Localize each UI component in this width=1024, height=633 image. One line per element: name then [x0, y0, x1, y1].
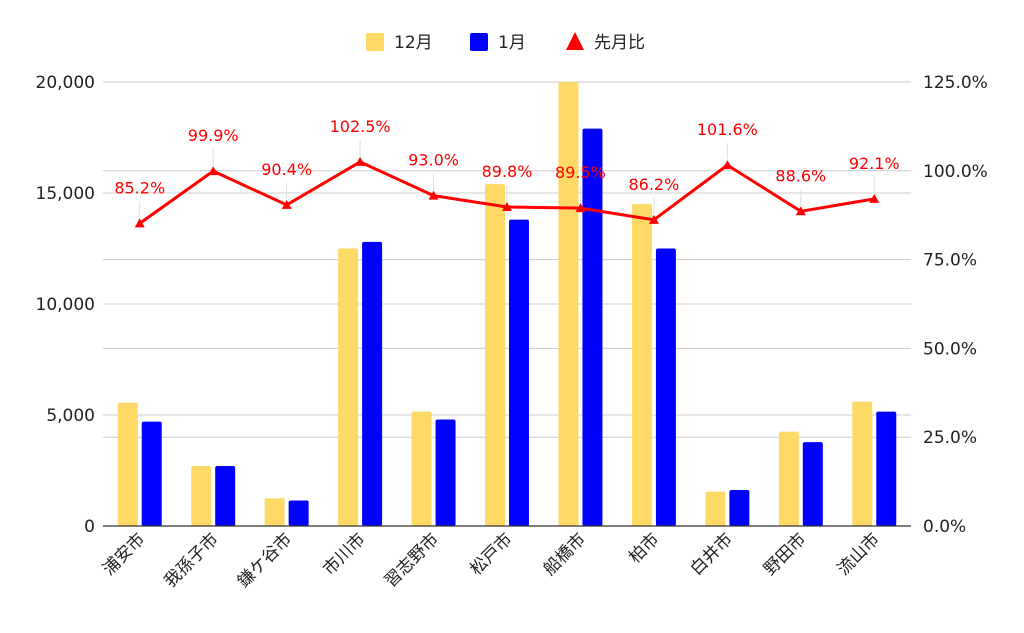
x-tick-label: 浦安市: [99, 529, 149, 579]
bar: [852, 401, 873, 526]
bar: [117, 402, 138, 526]
y-left-tick-label: 20,000: [36, 73, 95, 93]
legend-label: 1月: [498, 33, 526, 53]
bar: [338, 248, 359, 526]
data-label: 86.2%: [628, 175, 679, 194]
y-right-tick-label: 25.0%: [923, 428, 977, 448]
y-right-tick-label: 100.0%: [923, 162, 988, 182]
bar: [778, 431, 799, 526]
data-label: 89.5%: [555, 163, 606, 182]
y-right-tick-label: 125.0%: [923, 73, 988, 93]
line-point: [134, 218, 145, 228]
data-label: 101.6%: [697, 120, 758, 139]
data-label: 92.1%: [849, 154, 900, 173]
x-tick-label: 船橋市: [540, 529, 590, 579]
data-label: 90.4%: [261, 160, 312, 179]
bar: [264, 498, 285, 526]
bar: [582, 128, 603, 526]
line-point: [208, 166, 219, 176]
y-right-tick-label: 75.0%: [923, 251, 977, 271]
line-point: [355, 156, 366, 166]
y-right-tick-label: 0.0%: [923, 517, 966, 537]
legend-swatch: [470, 33, 488, 51]
bar: [802, 442, 823, 526]
data-label: 99.9%: [188, 126, 239, 145]
bar: [485, 184, 505, 526]
line-point: [281, 199, 292, 209]
bar: [288, 500, 309, 526]
x-tick-label: 松戸市: [466, 529, 516, 579]
line-point: [502, 202, 512, 212]
legend-label: 12月: [394, 33, 433, 53]
data-label: 89.8%: [482, 162, 533, 181]
legend-swatch: [566, 32, 584, 50]
bar: [705, 491, 726, 526]
x-tick-label: 鎌ケ谷市: [234, 529, 296, 591]
bar: [435, 419, 456, 526]
bar: [362, 241, 383, 526]
y-left-tick-label: 15,000: [36, 184, 95, 204]
bar: [631, 204, 652, 526]
line-point: [869, 193, 880, 203]
bar: [558, 82, 579, 526]
bar: [141, 421, 162, 526]
bar: [215, 466, 236, 526]
x-tick-label: 流山市: [834, 529, 884, 579]
x-tick-label: 白井市: [687, 529, 737, 579]
x-tick-label: 野田市: [760, 529, 810, 579]
x-tick-label: 我孫子市: [160, 529, 222, 591]
legend-swatch: [366, 33, 384, 51]
y-left-tick-label: 5,000: [46, 406, 95, 426]
bar: [411, 411, 432, 526]
data-label: 102.5%: [330, 117, 391, 136]
bar: [729, 490, 750, 526]
line-point: [648, 214, 659, 224]
x-tick-label: 市川市: [319, 529, 369, 579]
line-point: [575, 203, 586, 213]
data-label: 85.2%: [114, 178, 165, 197]
bar: [191, 466, 212, 526]
x-tick-label: 柏市: [625, 529, 663, 567]
bar: [509, 219, 529, 526]
line-point: [722, 160, 733, 170]
bar: [655, 248, 676, 526]
y-left-tick-label: 0: [84, 517, 95, 537]
y-right-tick-label: 50.0%: [923, 339, 977, 359]
data-label: 88.6%: [775, 166, 826, 185]
y-left-tick-label: 10,000: [36, 295, 95, 315]
x-tick-label: 習志野市: [381, 529, 443, 591]
line-point: [428, 190, 439, 200]
legend-label: 先月比: [594, 33, 645, 53]
line-point: [795, 206, 806, 216]
data-label: 93.0%: [408, 151, 459, 170]
bar: [876, 411, 897, 526]
